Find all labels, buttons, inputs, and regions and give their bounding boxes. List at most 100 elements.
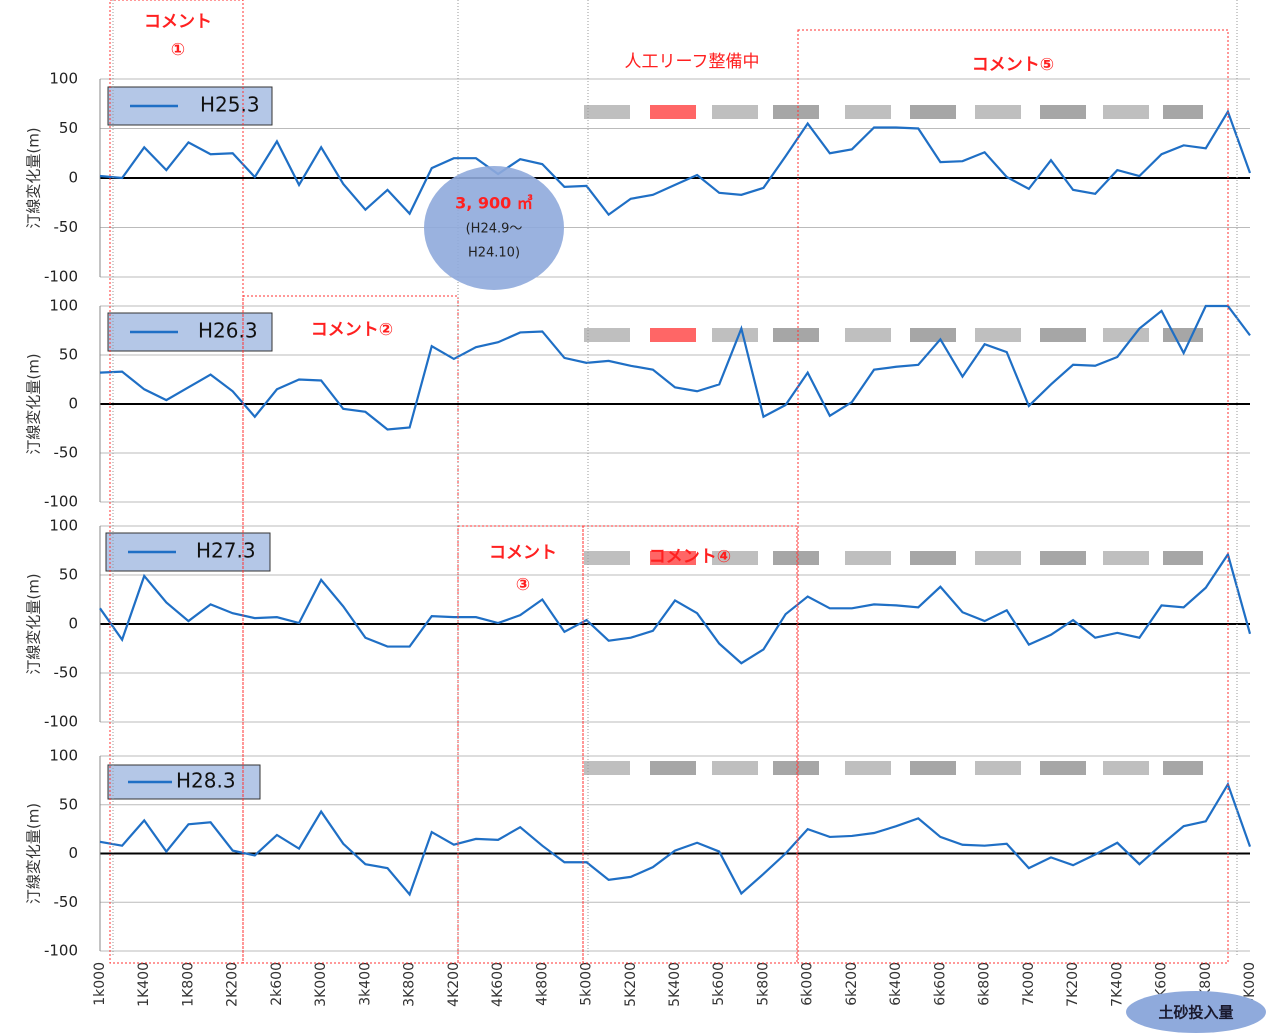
reef-dash	[1040, 761, 1086, 775]
reef-dash	[845, 551, 891, 565]
y-tick-label: 50	[59, 566, 78, 584]
x-tick-label: 6k600	[932, 962, 948, 1006]
x-tick-label: 7K200	[1065, 962, 1081, 1007]
y-tick-label: 0	[68, 169, 78, 187]
reef-dash	[712, 761, 758, 775]
x-tick-label: 3K800	[402, 962, 418, 1007]
reef-dash	[1103, 551, 1149, 565]
reef-dash	[1040, 328, 1086, 342]
x-tick-label: 6k400	[888, 962, 904, 1006]
reef-dash	[773, 761, 819, 775]
reef-dash	[1163, 328, 1203, 342]
y-axis-label: 汀線変化量(m)	[25, 803, 43, 904]
x-tick-label: 4k800	[534, 962, 550, 1006]
x-tick-label: 7k000	[1021, 962, 1037, 1006]
reef-dash	[650, 761, 696, 775]
annotation: コメント⑤	[972, 55, 1054, 75]
x-tick-label: 6k200	[844, 962, 860, 1006]
reef-dash	[712, 328, 758, 342]
y-axis-label: 汀線変化量(m)	[25, 353, 43, 454]
reef-dash	[650, 328, 696, 342]
legend-label: H27.3	[196, 539, 256, 563]
reef-dash	[1103, 761, 1149, 775]
reef-dash	[845, 328, 891, 342]
comment-box	[582, 525, 798, 964]
legend-label: H28.3	[176, 769, 236, 793]
y-tick-label: -100	[44, 942, 78, 960]
y-tick-label: -50	[54, 664, 79, 682]
reef-dash	[584, 761, 630, 775]
y-tick-label: 100	[49, 517, 78, 535]
reef-dash	[584, 328, 630, 342]
x-tick-label: 6k800	[977, 962, 993, 1006]
y-tick-label: 0	[68, 844, 78, 862]
y-tick-label: 50	[59, 795, 78, 813]
reef-dash	[910, 328, 956, 342]
bubble	[424, 166, 564, 290]
y-tick-label: -100	[44, 268, 78, 286]
y-tick-label: 100	[49, 297, 78, 315]
y-axis-label: 汀線変化量(m)	[25, 127, 43, 228]
y-tick-label: 100	[49, 70, 78, 88]
reef-dash	[975, 328, 1021, 342]
comment-box	[109, 0, 244, 964]
reef-dash	[1163, 105, 1203, 119]
x-tick-label: 2k600	[269, 962, 285, 1006]
x-tick-label: 4K600	[490, 962, 506, 1007]
reef-dash	[1040, 105, 1086, 119]
series-line	[99, 781, 1252, 897]
series-line	[99, 551, 1252, 665]
reef-dash	[712, 105, 758, 119]
reef-dash	[975, 551, 1021, 565]
legend-label: H25.3	[200, 93, 260, 117]
annotation: 人工リーフ整備中	[625, 52, 760, 72]
x-tick-label: 1K400	[136, 962, 152, 1007]
y-tick-label: 50	[59, 346, 78, 364]
series-line	[99, 109, 1252, 217]
button[interactable]	[1126, 991, 1266, 1033]
reef-dash	[1103, 105, 1149, 119]
reef-dash	[712, 551, 758, 565]
annotation: ③	[516, 575, 530, 595]
reef-dash	[773, 105, 819, 119]
x-tick-label: 1k000	[92, 962, 108, 1006]
reef-dash	[975, 105, 1021, 119]
reef-dash	[975, 761, 1021, 775]
reef-dash	[773, 328, 819, 342]
y-tick-label: 50	[59, 119, 78, 137]
reef-dash	[1040, 551, 1086, 565]
x-tick-label: 5K400	[667, 962, 683, 1007]
x-tick-label: 8K000	[1242, 962, 1258, 1007]
y-tick-label: -50	[54, 218, 79, 236]
annotation: コメント	[144, 12, 212, 32]
series-line	[99, 304, 1251, 431]
x-tick-label: 6k000	[800, 962, 816, 1006]
x-tick-label: 5k000	[579, 962, 595, 1006]
x-tick-label: 1K800	[180, 962, 196, 1007]
x-tick-label: 5K200	[623, 962, 639, 1007]
legend-label: H26.3	[198, 319, 258, 343]
x-tick-label: 5k600	[711, 962, 727, 1006]
bubble-amount: 3, 900 ㎥	[455, 194, 533, 213]
x-tick-label: 5k800	[755, 962, 771, 1006]
button-label[interactable]: 土砂投入量	[1158, 1004, 1233, 1022]
reef-dash	[1163, 551, 1203, 565]
comment-box	[242, 295, 459, 964]
reef-dash	[910, 551, 956, 565]
reef-dash	[910, 761, 956, 775]
x-tick-label: 3k400	[357, 962, 373, 1006]
annotation: コメント	[489, 543, 557, 563]
x-tick-label: 7K400	[1109, 962, 1125, 1007]
bubble-period: (H24.9〜	[466, 222, 523, 237]
y-tick-label: 0	[68, 615, 78, 633]
annotation: コメント④	[649, 547, 731, 567]
reef-dash	[584, 105, 630, 119]
reef-dash	[773, 551, 819, 565]
x-tick-label: 2K200	[225, 962, 241, 1007]
reef-dash	[1103, 328, 1149, 342]
annotation: ①	[171, 40, 185, 60]
y-tick-label: -50	[54, 893, 79, 911]
y-tick-label: -100	[44, 493, 78, 511]
x-tick-label: 3K000	[313, 962, 329, 1007]
